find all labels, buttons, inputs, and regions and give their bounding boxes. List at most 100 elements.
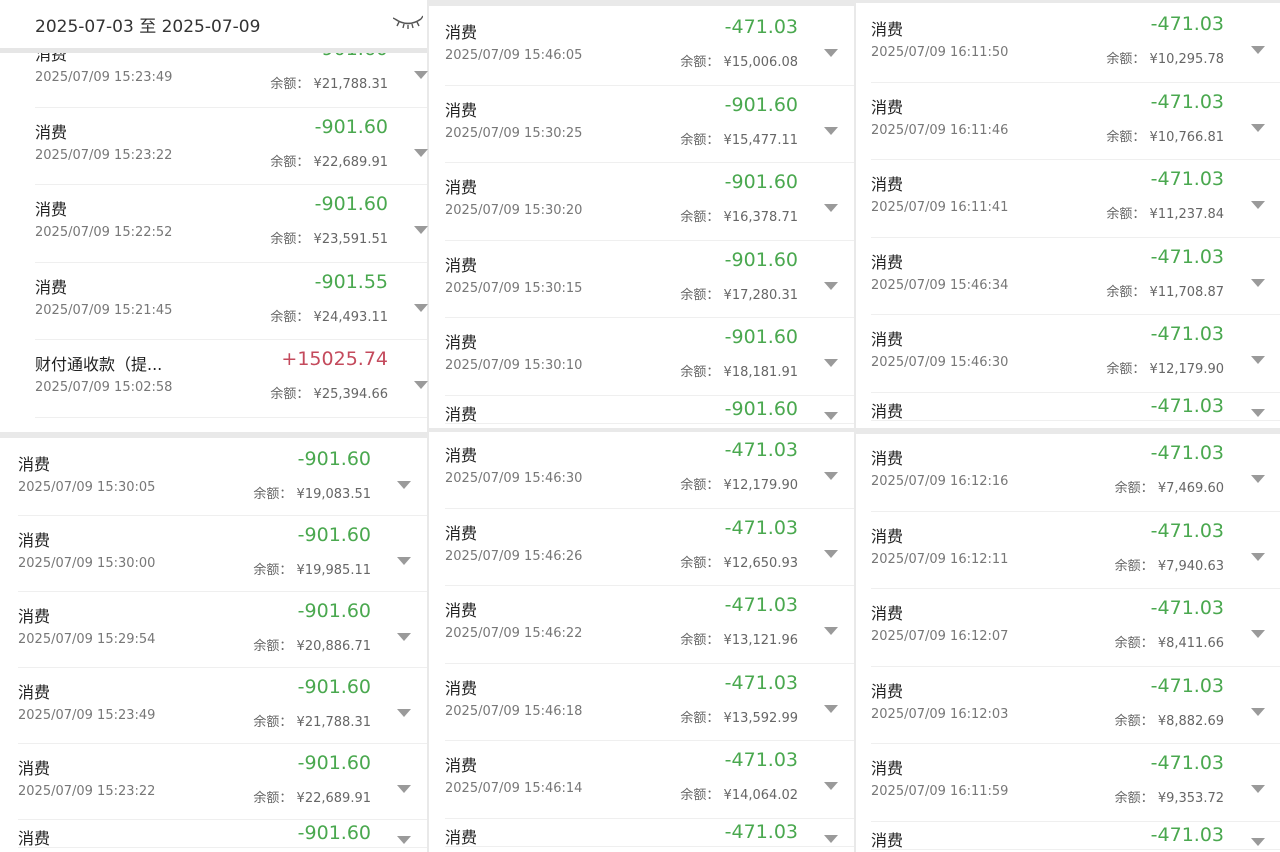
chevron-down-icon[interactable] [1251, 278, 1265, 287]
transaction-row[interactable]: 消费 -901.60 2025/07/09 15:30:10 余额： ¥18,181.… [429, 318, 854, 396]
chevron-down-icon[interactable] [1251, 707, 1265, 716]
date-range-header: 2025-07-03 至 2025-07-09 [0, 0, 427, 53]
transaction-row[interactable]: 消费 -471.03 [856, 822, 1280, 850]
transaction-row[interactable]: 消费 -471.03 2025/07/09 15:46:18 余额： ¥13,592.… [429, 664, 854, 741]
chevron-down-icon[interactable] [1251, 785, 1265, 793]
transaction-row[interactable]: 消费 -901.60 2025/07/09 15:23:22 余额： ¥22,689.… [0, 108, 428, 185]
balance: 余额： ¥7,469.60 [1115, 477, 1224, 496]
chevron-down-icon[interactable] [824, 627, 838, 635]
chevron-down-icon[interactable] [824, 782, 838, 790]
transaction-row[interactable]: 消费 -471.03 [856, 393, 1280, 421]
chevron-down-icon[interactable] [397, 557, 411, 565]
chevron-down-icon[interactable] [1251, 837, 1265, 846]
transaction-row[interactable]: 消费 -901.60 2025/07/09 15:22:52 余额： ¥23,591.… [0, 185, 428, 263]
transaction-row[interactable]: 消费 -901.60 2025/07/09 15:29:54 余额： ¥20,886.… [0, 592, 427, 668]
transaction-row[interactable]: 消费 -471.03 2025/07/09 16:11:46 余额： ¥10,766.… [856, 83, 1280, 160]
transaction-row[interactable]: 消费 -471.03 2025/07/09 15:46:14 余额： ¥14,064.… [429, 741, 854, 819]
transaction-row[interactable]: 消费 -901.60 2025/07/09 15:23:22 余额： ¥22,689.… [0, 744, 427, 820]
transaction-row[interactable]: 消费 -901.60 [0, 820, 427, 848]
chevron-down-icon[interactable] [414, 226, 428, 234]
chevron-down-icon[interactable] [397, 709, 411, 717]
balance: 余额： ¥14,064.02 [680, 784, 798, 803]
chevron-down-icon[interactable] [824, 411, 838, 420]
eye-closed-icon[interactable] [393, 14, 423, 30]
balance: 余额： ¥23,591.51 [270, 228, 388, 247]
transaction-datetime: 2025/07/09 15:30:10 [445, 358, 583, 373]
transaction-title: 消费 [445, 523, 478, 543]
transaction-row[interactable]: 消费 -471.03 2025/07/09 16:12:16 余额： ¥7,469.6… [856, 434, 1280, 512]
chevron-down-icon[interactable] [824, 49, 838, 57]
transaction-row[interactable]: 消费 -901.55 2025/07/09 15:21:45 余额： ¥24,493.… [0, 263, 428, 340]
transaction-row[interactable]: 消费 -471.03 2025/07/09 15:46:22 余额： ¥13,121.… [429, 586, 854, 664]
transaction-row[interactable]: 消费 -901.60 2025/07/09 15:30:05 余额： ¥19,083.… [0, 440, 427, 516]
row-divider [18, 515, 427, 516]
transaction-row[interactable]: 消费 -471.03 [429, 819, 854, 847]
transaction-datetime: 2025/07/09 15:23:22 [18, 784, 156, 799]
transaction-row[interactable]: 消费 -901.60 2025/07/09 15:30:00 余额： ¥19,985.… [0, 516, 427, 592]
transaction-amount: -901.60 [724, 248, 798, 271]
chevron-down-icon[interactable] [824, 549, 838, 558]
chevron-down-icon[interactable] [414, 381, 428, 389]
transaction-row[interactable]: 消费 -901.60 2025/07/09 15:30:20 余额： ¥16,378.… [429, 163, 854, 241]
balance: 余额： ¥8,411.66 [1115, 632, 1224, 651]
transaction-title: 消费 [18, 759, 51, 778]
transaction-datetime: 2025/07/09 15:46:14 [445, 781, 583, 796]
chevron-down-icon[interactable] [414, 71, 428, 79]
transaction-row[interactable]: 消费 -901.60 2025/07/09 15:30:25 余额： ¥15,477.… [429, 86, 854, 163]
transaction-row[interactable]: 消费 -471.03 2025/07/09 16:12:07 余额： ¥8,411.6… [856, 589, 1280, 667]
balance-value: 18,181.91 [731, 365, 798, 380]
transaction-title: 消费 [871, 604, 904, 623]
chevron-down-icon[interactable] [397, 785, 411, 793]
date-range-filter[interactable]: 2025-07-03 至 2025-07-09 [35, 17, 261, 37]
transaction-title: 消费 [445, 756, 478, 775]
chevron-down-icon[interactable] [824, 204, 838, 212]
balance-value: 8,411.66 [1166, 636, 1224, 651]
chevron-down-icon[interactable] [1251, 201, 1265, 209]
transaction-row[interactable]: 消费 -471.03 2025/07/09 16:11:50 余额： ¥10,295.… [856, 5, 1280, 83]
transaction-amount: -471.03 [1150, 394, 1224, 417]
transaction-row[interactable]: 消费 -471.03 2025/07/09 16:11:41 余额： ¥11,237.… [856, 160, 1280, 238]
transaction-row[interactable]: 消费 -471.03 2025/07/09 15:46:30 余额： ¥12,179.… [429, 431, 854, 509]
transaction-title: 消费 [445, 601, 478, 620]
row-divider [871, 391, 1280, 393]
chevron-down-icon[interactable] [414, 303, 428, 312]
transaction-row[interactable]: 消费 -901.60 [429, 396, 854, 424]
transaction-row[interactable]: 财付通收款（提... +15025.74 2025/07/09 15:02:58 余额… [0, 340, 428, 418]
balance-value: 24,493.11 [321, 309, 388, 325]
transaction-row[interactable]: 消费 -471.03 2025/07/09 16:12:03 余额： ¥8,882.6… [856, 667, 1280, 744]
transaction-title: 消费 [18, 531, 51, 550]
chevron-down-icon[interactable] [824, 359, 838, 367]
chevron-down-icon[interactable] [1251, 356, 1265, 364]
transaction-row[interactable]: 消费 -901.60 2025/07/09 15:23:49 余额： ¥21,788.… [0, 668, 427, 744]
transaction-row[interactable]: 消费 -471.03 2025/07/09 15:46:30 余额： ¥12,179.… [856, 315, 1280, 393]
chevron-down-icon[interactable] [824, 834, 838, 843]
balance-label: 余额： [680, 210, 720, 225]
chevron-down-icon[interactable] [1251, 123, 1265, 132]
transaction-title: 消费 [35, 200, 68, 219]
chevron-down-icon[interactable] [1251, 630, 1265, 638]
balance: 余额： ¥12,650.93 [680, 552, 798, 571]
chevron-down-icon[interactable] [824, 704, 838, 713]
chevron-down-icon[interactable] [1251, 408, 1265, 417]
chevron-down-icon[interactable] [397, 836, 411, 844]
transaction-row[interactable]: 消费 -471.03 2025/07/09 16:12:11 余额： ¥7,940.6… [856, 512, 1280, 589]
transaction-row[interactable]: 消费 -471.03 2025/07/09 16:11:59 余额： ¥9,353.7… [856, 744, 1280, 822]
row-divider [445, 740, 854, 741]
transaction-row[interactable]: 消费 -901.60 2025/07/09 15:30:15 余额： ¥17,280.… [429, 241, 854, 318]
transaction-row[interactable]: 消费 -471.03 2025/07/09 15:46:26 余额： ¥12,650.… [429, 509, 854, 586]
chevron-down-icon[interactable] [824, 126, 838, 135]
transaction-row[interactable]: 消费 -471.03 2025/07/09 15:46:05 余额： ¥15,006.… [429, 8, 854, 86]
chevron-down-icon[interactable] [1251, 46, 1265, 54]
transaction-datetime: 2025/07/09 15:46:18 [445, 703, 583, 719]
chevron-down-icon[interactable] [414, 148, 428, 157]
chevron-down-icon[interactable] [1251, 552, 1265, 561]
chevron-down-icon[interactable] [397, 481, 411, 489]
chevron-down-icon[interactable] [397, 633, 411, 641]
transaction-row[interactable]: 消费 -471.03 2025/07/09 15:46:34 余额： ¥11,708.… [856, 238, 1280, 315]
transaction-datetime: 2025/07/09 15:46:22 [445, 626, 583, 641]
chevron-down-icon[interactable] [824, 472, 838, 480]
chevron-down-icon[interactable] [1251, 475, 1265, 483]
currency-symbol: ¥ [723, 633, 732, 648]
row-divider [871, 665, 1280, 667]
chevron-down-icon[interactable] [824, 281, 838, 290]
